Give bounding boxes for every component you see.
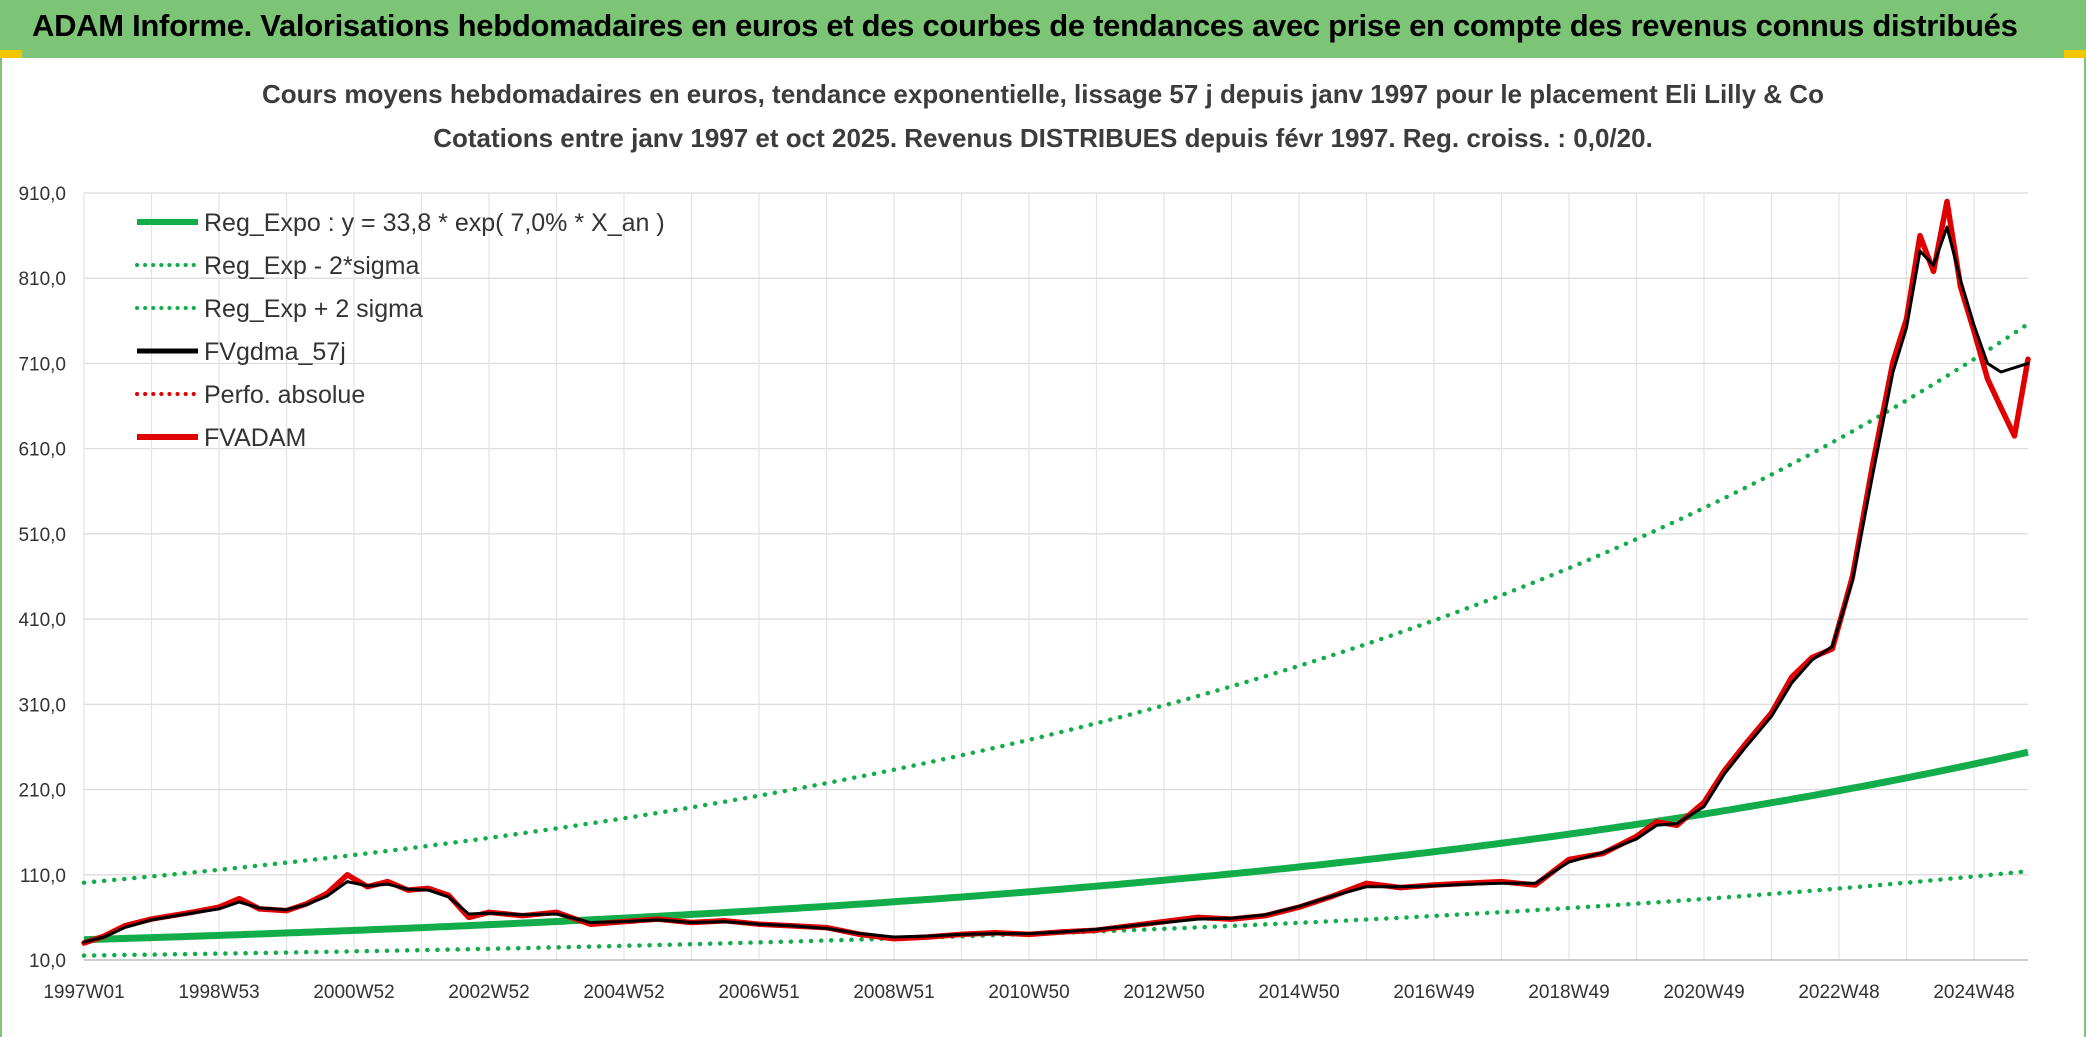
legend-label: Reg_Exp - 2*sigma	[204, 252, 419, 280]
legend-label: Reg_Expo : y = 33,8 * exp( 7,0% * X_an )	[204, 209, 665, 237]
banner-corner-left	[0, 50, 22, 58]
reg-expo-line	[83, 748, 2029, 944]
x-tick-label: 2024W48	[1933, 982, 2014, 1003]
banner-corner-right	[2064, 50, 2086, 58]
chart-svg: Cours moyens hebdomadaires en euros, ten…	[18, 79, 2031, 1003]
x-tick-label: 2022W48	[1798, 982, 1879, 1003]
chart-title: Cours moyens hebdomadaires en euros, ten…	[262, 79, 1824, 109]
legend-item: Reg_Exp + 2 sigma	[135, 295, 423, 323]
y-tick-label: 210,0	[18, 781, 66, 802]
legend-label: FVgdma_57j	[204, 338, 346, 366]
x-tick-label: 2002W52	[448, 982, 529, 1003]
y-tick-label: 110,0	[20, 866, 66, 887]
legend-item: Reg_Expo : y = 33,8 * exp( 7,0% * X_an )	[137, 209, 665, 237]
y-tick-label: 810,0	[18, 269, 66, 290]
x-tick-label: 2000W52	[313, 982, 394, 1003]
reg-exp-plus-2sigma-line	[81, 321, 2031, 885]
legend-label: Reg_Exp + 2 sigma	[204, 295, 423, 323]
x-tick-label: 1998W53	[178, 982, 259, 1003]
report-banner: ADAM Informe. Valorisations hebdomadaire…	[0, 0, 2086, 58]
x-tick-label: 2014W50	[1258, 982, 1339, 1003]
x-tick-label: 2010W50	[988, 982, 1069, 1003]
legend-item: FVADAM	[137, 424, 306, 452]
x-tick-label: 2020W49	[1663, 982, 1744, 1003]
legend-item: Reg_Exp - 2*sigma	[135, 252, 419, 280]
x-tick-label: 2004W52	[583, 982, 664, 1003]
chart-subtitle: Cotations entre janv 1997 et oct 2025. R…	[433, 123, 1653, 153]
y-tick-label: 610,0	[18, 440, 66, 461]
y-tick-label: 10,0	[29, 951, 66, 972]
reg-exp-minus-2sigma-line	[81, 868, 2031, 958]
y-tick-label: 310,0	[18, 695, 66, 716]
y-tick-label: 510,0	[18, 525, 66, 546]
y-tick-label: 710,0	[18, 354, 66, 375]
chart-frame: Cours moyens hebdomadaires en euros, ten…	[0, 58, 2086, 1037]
x-tick-label: 2018W49	[1528, 982, 1609, 1003]
x-tick-label: 1997W01	[43, 982, 124, 1003]
x-tick-label: 2012W50	[1123, 982, 1204, 1003]
fvgdma-57j-line	[82, 225, 2030, 944]
report-title: ADAM Informe. Valorisations hebdomadaire…	[32, 8, 2018, 43]
legend-item: FVgdma_57j	[137, 338, 346, 366]
legend-label: FVADAM	[204, 424, 306, 452]
legend-item: Perfo. absolue	[135, 381, 365, 409]
legend-label: Perfo. absolue	[204, 381, 365, 409]
x-tick-label: 2008W51	[853, 982, 934, 1003]
y-tick-label: 410,0	[18, 610, 66, 631]
x-tick-label: 2006W51	[718, 982, 799, 1003]
x-tick-label: 2016W49	[1393, 982, 1474, 1003]
y-tick-label: 910,0	[18, 184, 66, 205]
